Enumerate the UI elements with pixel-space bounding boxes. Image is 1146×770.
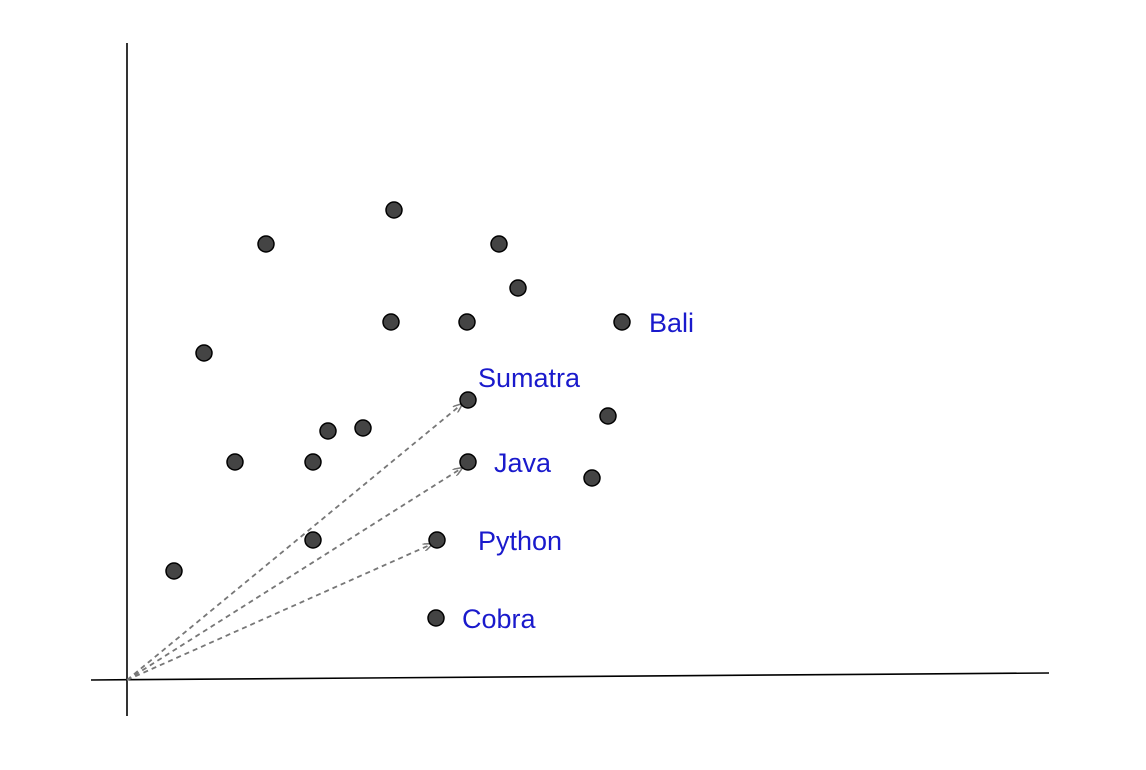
scatter-point [509, 279, 527, 297]
point-python [428, 531, 446, 549]
label-bali: Bali [649, 308, 694, 338]
label-cobra: Cobra [462, 604, 537, 634]
label-python: Python [478, 526, 562, 556]
scatter-point [165, 562, 183, 580]
scatter-point [599, 407, 617, 425]
scatter-point [304, 531, 322, 549]
vector-arrow-sumatra [126, 404, 462, 681]
point-bali [613, 313, 631, 331]
scatter-point [226, 453, 244, 471]
scatter-point [195, 344, 213, 362]
point-sumatra [459, 391, 477, 409]
scatter-point [583, 469, 601, 487]
scatter-point [385, 201, 403, 219]
x-axis [90, 672, 1050, 681]
label-java: Java [494, 448, 552, 478]
vector-arrow-python [126, 544, 432, 681]
scatter-point [490, 235, 508, 253]
label-sumatra: Sumatra [478, 363, 581, 393]
scatter-point [458, 313, 476, 331]
scatter-point [354, 419, 372, 437]
point-cobra [427, 609, 445, 627]
scatter-point [304, 453, 322, 471]
scatter-point [319, 422, 337, 440]
point-java [459, 453, 477, 471]
scatter-point [382, 313, 400, 331]
scatter-point [257, 235, 275, 253]
vector-arrow-java [126, 468, 462, 681]
